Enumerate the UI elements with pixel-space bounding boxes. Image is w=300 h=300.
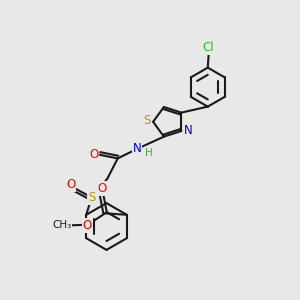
Text: Cl: Cl [203,41,214,54]
Text: CH₃: CH₃ [52,220,72,230]
Text: O: O [97,182,106,195]
Text: O: O [66,178,75,191]
Text: S: S [143,114,151,127]
Text: H: H [145,148,152,158]
Text: N: N [184,124,192,137]
Text: O: O [89,148,98,161]
Text: S: S [88,191,95,204]
Text: N: N [133,142,142,155]
Text: O: O [82,219,92,232]
